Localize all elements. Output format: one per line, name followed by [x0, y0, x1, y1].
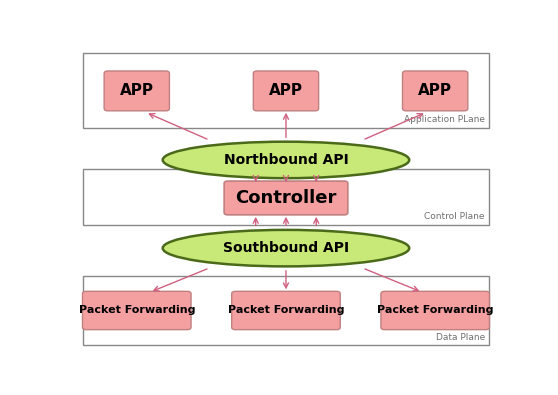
FancyBboxPatch shape [402, 71, 468, 111]
Text: Control Plane: Control Plane [425, 213, 485, 221]
Text: Application PLane: Application PLane [404, 115, 485, 124]
Text: Packet Forwarding: Packet Forwarding [79, 305, 195, 316]
Ellipse shape [163, 142, 409, 178]
Text: APP: APP [120, 83, 154, 98]
FancyBboxPatch shape [104, 71, 170, 111]
FancyBboxPatch shape [83, 292, 191, 330]
FancyBboxPatch shape [224, 181, 348, 215]
Bar [83, 276, 489, 346]
Bar [83, 169, 489, 225]
Text: Controller: Controller [235, 189, 336, 207]
FancyBboxPatch shape [253, 71, 319, 111]
Text: Packet Forwarding: Packet Forwarding [377, 305, 493, 316]
Text: Northbound API: Northbound API [224, 153, 348, 167]
Ellipse shape [163, 230, 409, 266]
Bar [83, 53, 489, 128]
Text: Southbound API: Southbound API [223, 241, 349, 255]
Text: Data Plane: Data Plane [436, 333, 485, 342]
Text: APP: APP [269, 83, 303, 98]
FancyBboxPatch shape [381, 292, 489, 330]
Text: APP: APP [418, 83, 452, 98]
Text: Packet Forwarding: Packet Forwarding [228, 305, 344, 316]
FancyBboxPatch shape [232, 292, 340, 330]
